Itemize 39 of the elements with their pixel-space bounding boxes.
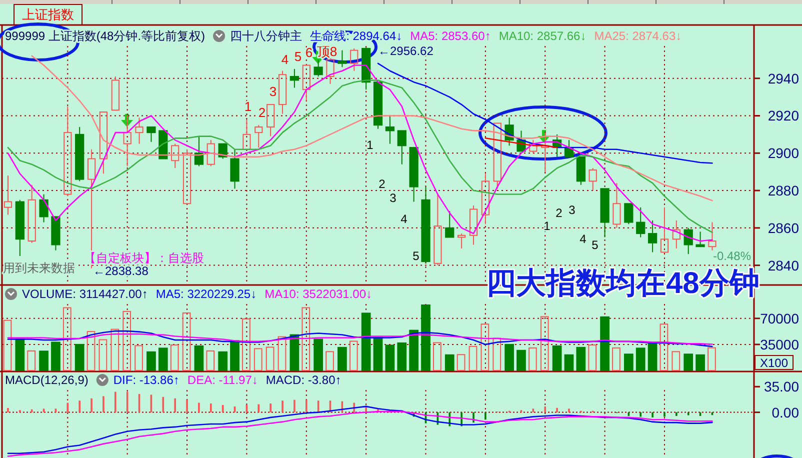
- annotation: 3: [568, 203, 576, 217]
- annotation: ←2838.38: [93, 264, 149, 278]
- annotation: 顶8: [316, 44, 338, 59]
- annotation: 5: [412, 249, 420, 263]
- y-tick-label: 2900: [768, 145, 800, 162]
- annotation: 4: [281, 52, 289, 67]
- annotation: 5: [592, 238, 599, 252]
- series-label: VOLUME: 3114427.00↑: [22, 287, 148, 301]
- annotation: 4: [580, 232, 587, 246]
- annotation: 5: [294, 49, 302, 64]
- y-tick-label: 2880: [768, 182, 800, 199]
- annotation: 1: [544, 219, 551, 233]
- annotation: 2: [258, 105, 266, 120]
- header: MACD(12,26,9) DIF: -13.86↑ DEA: -11.97↓ MACD: -3.80↑: [5, 373, 342, 387]
- y-tick-label: 35.00: [764, 378, 800, 395]
- annotation: 6: [305, 45, 313, 60]
- y-axis-title: X100: [760, 356, 788, 370]
- y-tick-label: 0.00: [772, 404, 800, 420]
- annotation: 2: [378, 177, 386, 191]
- annotation: 1: [244, 99, 252, 114]
- series-label: MACD: -3.80↑: [266, 373, 342, 387]
- y-tick-label: 2860: [768, 220, 800, 236]
- annotation: 用到未来数据: [3, 261, 75, 275]
- annotation: 3: [390, 191, 397, 205]
- header: VOLUME: 3114427.00↑ MA5: 3220229.25↓ MA10: 3522031.00↓: [5, 287, 372, 301]
- y-tick-label: 2840: [768, 257, 800, 274]
- annotation: 1: [366, 138, 374, 152]
- y-tick-label: 2940: [768, 70, 800, 86]
- chart-title: MACD(12,26,9): [5, 373, 88, 387]
- y-tick-label: 35000: [760, 336, 800, 352]
- y-tick-label: 2920: [768, 108, 800, 124]
- y-tick-label: 70000: [760, 310, 800, 326]
- annotation: 3: [269, 84, 277, 99]
- annotation: 2: [556, 206, 563, 220]
- annotation: 4: [400, 212, 408, 226]
- annotation: -0.48%: [712, 249, 752, 263]
- text: 上证指数: [22, 7, 74, 22]
- annotation: ←2956.62: [378, 44, 434, 58]
- chart-subtitle: 四十八分钟主: [230, 29, 302, 43]
